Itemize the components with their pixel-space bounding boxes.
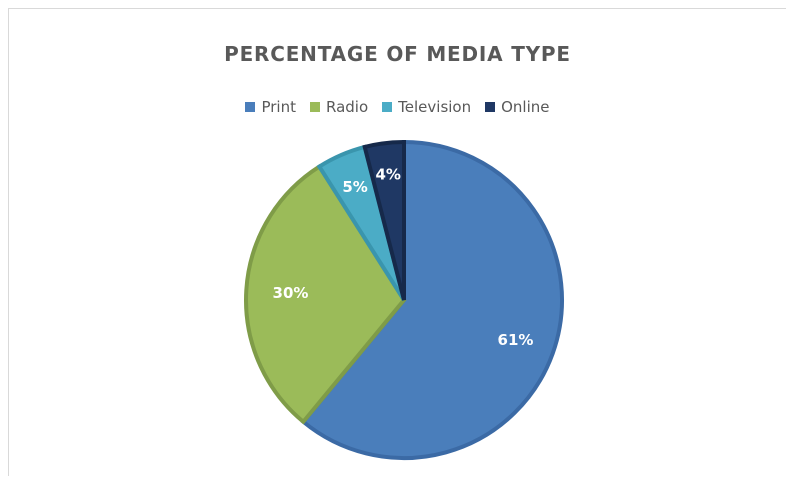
legend-item-online: Online [485,98,550,116]
pie-data-labels: 61% 30% 5% 4% [273,166,534,350]
chart-legend: Print Radio Television Online [9,98,786,116]
legend-item-print: Print [245,98,296,116]
legend-label-print: Print [261,98,296,116]
legend-swatch-online [485,102,496,112]
pie-slice-radio [244,163,407,425]
data-label-radio: 30% [273,284,309,302]
legend-label-online: Online [501,98,550,116]
data-label-television: 5% [342,178,367,196]
legend-swatch-radio [310,102,320,112]
pie-slice-online [362,139,406,301]
pie-slices [244,139,564,460]
legend-swatch-print [245,102,256,112]
legend-label-television: Television [398,98,472,116]
legend-swatch-television [382,102,393,112]
legend-item-television: Television [382,98,471,116]
legend-label-radio: Radio [326,98,369,116]
pie-slice-print [300,139,564,460]
data-label-online: 4% [375,166,400,184]
data-label-print: 61% [498,331,534,349]
legend-item-radio: Radio [310,98,368,116]
chart-title: PERCENTAGE OF MEDIA TYPE [224,42,571,66]
